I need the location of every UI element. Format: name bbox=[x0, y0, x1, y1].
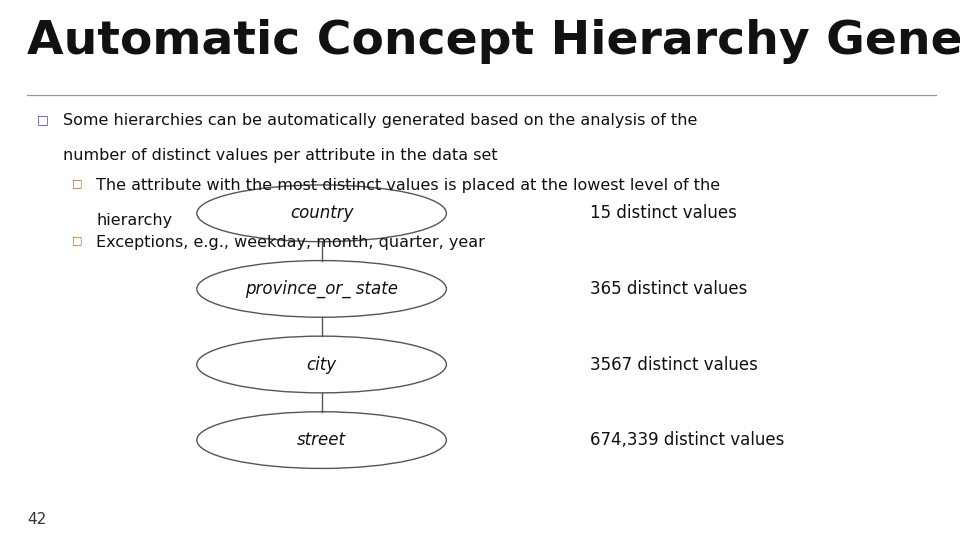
Text: province_or_ state: province_or_ state bbox=[245, 280, 398, 298]
Text: hierarchy: hierarchy bbox=[96, 213, 172, 228]
Text: street: street bbox=[297, 431, 347, 449]
Text: city: city bbox=[306, 355, 337, 374]
Text: 365 distinct values: 365 distinct values bbox=[590, 280, 748, 298]
Text: country: country bbox=[290, 204, 353, 222]
Text: 42: 42 bbox=[27, 511, 46, 526]
Text: The attribute with the most distinct values is placed at the lowest level of the: The attribute with the most distinct val… bbox=[96, 178, 720, 193]
Text: □: □ bbox=[36, 113, 48, 126]
Text: 15 distinct values: 15 distinct values bbox=[590, 204, 737, 222]
Text: number of distinct values per attribute in the data set: number of distinct values per attribute … bbox=[63, 148, 498, 164]
Text: □: □ bbox=[72, 235, 83, 245]
Text: □: □ bbox=[72, 178, 83, 188]
Text: 674,339 distinct values: 674,339 distinct values bbox=[590, 431, 784, 449]
Text: 3567 distinct values: 3567 distinct values bbox=[590, 355, 758, 374]
Text: Exceptions, e.g., weekday, month, quarter, year: Exceptions, e.g., weekday, month, quarte… bbox=[96, 235, 485, 250]
Text: Automatic Concept Hierarchy Generation: Automatic Concept Hierarchy Generation bbox=[27, 19, 960, 64]
Text: Some hierarchies can be automatically generated based on the analysis of the: Some hierarchies can be automatically ge… bbox=[63, 113, 698, 129]
